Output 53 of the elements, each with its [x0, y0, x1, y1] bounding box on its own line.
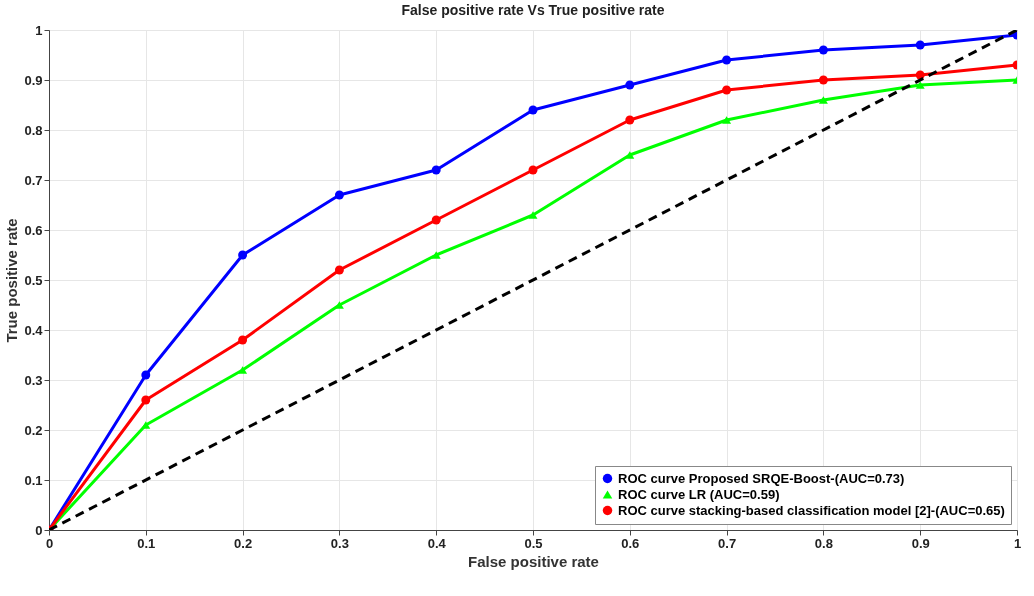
x-tick-label: 1 — [1013, 535, 1022, 551]
point — [334, 190, 344, 200]
y-tick-label: 0.5 — [24, 272, 43, 288]
y-tick-label: 0 — [35, 522, 43, 538]
point — [431, 215, 441, 225]
point — [528, 105, 538, 115]
point — [238, 335, 248, 345]
y-tick-label: 0.9 — [24, 72, 43, 88]
point — [818, 75, 828, 85]
point — [722, 55, 732, 65]
point — [818, 45, 828, 55]
point — [141, 370, 151, 380]
y-tick-label: 0.6 — [24, 222, 43, 238]
point — [141, 421, 151, 429]
x-tick-label: 0 — [45, 535, 54, 551]
point — [528, 211, 538, 219]
legend-label: ROC curve LR (AUC=0.59) — [618, 486, 780, 502]
x-tick-label: 0.6 — [621, 535, 640, 551]
x-tick-label: 0.1 — [137, 535, 156, 551]
chart-title: False positive rate Vs True positive rate — [401, 2, 665, 18]
y-tick-label: 0.7 — [24, 172, 43, 188]
point — [238, 366, 248, 374]
x-tick-label: 0.5 — [524, 535, 543, 551]
y-tick-label: 0.4 — [24, 322, 44, 338]
point — [238, 250, 248, 260]
point — [528, 165, 538, 175]
y-tick-label: 1 — [35, 22, 43, 38]
point — [915, 81, 925, 89]
y-tick-label: 0.2 — [24, 422, 43, 438]
x-tick-label: 0.2 — [234, 535, 253, 551]
x-tick-label: 0.7 — [718, 535, 737, 551]
x-tick-label: 0.8 — [814, 535, 833, 551]
point — [722, 116, 732, 124]
point — [722, 85, 732, 95]
x-tick-label: 0.9 — [911, 535, 930, 551]
point — [431, 165, 441, 175]
x-axis-title: False positive rate — [468, 552, 599, 570]
y-tick-label: 0.1 — [24, 472, 43, 488]
point — [818, 96, 828, 104]
x-tick-label: 0.4 — [427, 535, 447, 551]
point — [625, 80, 635, 90]
legend-label: ROC curve Proposed SRQE-Boost-(AUC=0.73) — [618, 470, 905, 486]
point — [625, 151, 635, 159]
y-tick-label: 0.8 — [24, 122, 43, 138]
x-tick-label: 0.3 — [330, 535, 349, 551]
y-axis-title: True positive rate — [3, 218, 21, 343]
point — [141, 395, 151, 405]
point — [431, 251, 441, 259]
point — [334, 265, 344, 275]
point — [625, 115, 635, 125]
legend-label: ROC curve stacking-based classification model [2]-(AUC=0.65) — [618, 502, 1005, 518]
y-tick-label: 0.3 — [24, 372, 43, 388]
point — [915, 40, 925, 50]
